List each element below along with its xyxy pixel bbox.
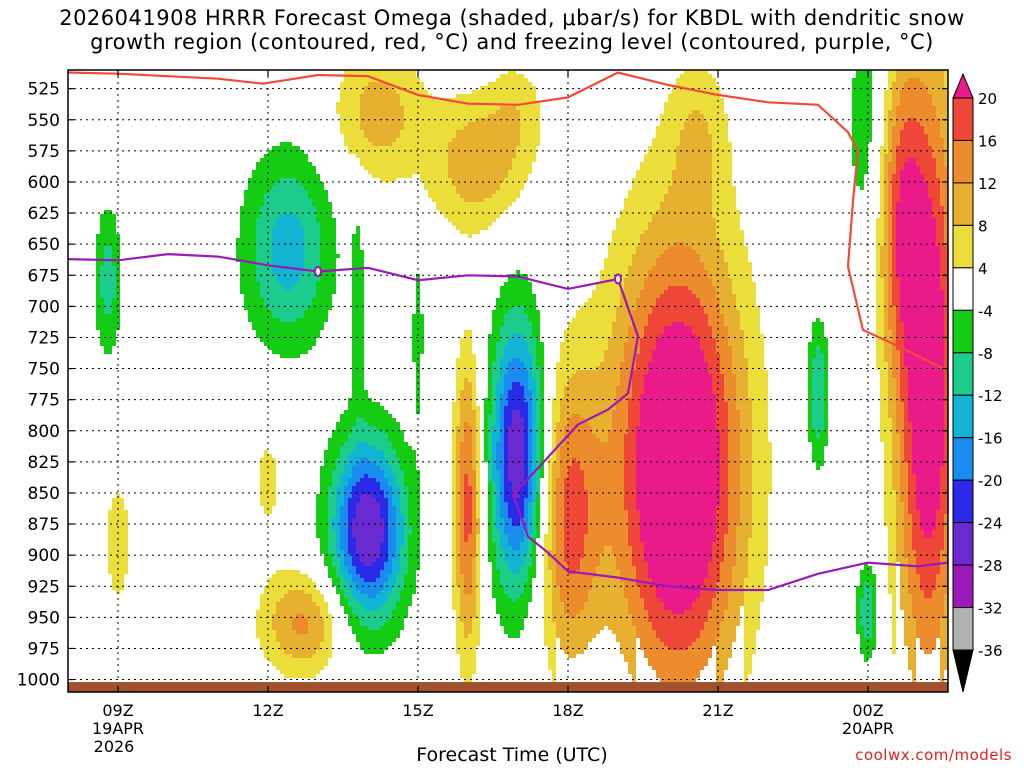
- x-tick-label: 00Z: [852, 701, 883, 720]
- y-tick-label: 650: [28, 235, 60, 255]
- grid-lines: [68, 70, 948, 692]
- colorbar-box: [952, 607, 974, 651]
- y-tick-label: 875: [28, 515, 60, 535]
- colorbar-box: [952, 224, 974, 269]
- y-tick-label: 725: [28, 328, 60, 348]
- x-tick-label: 18Z: [552, 701, 583, 720]
- y-tick-label: 925: [28, 577, 60, 597]
- freezing-contour-label: [314, 266, 322, 278]
- colorbar-box: [952, 309, 974, 354]
- y-tick-label: 700: [28, 297, 60, 317]
- y-tick-label: 975: [28, 639, 60, 659]
- colorbar-box: [952, 394, 974, 439]
- colorbar-label: -32: [978, 600, 1003, 618]
- x-tick-label: 09Z: [102, 701, 133, 720]
- colorbar: 20 16 12 8 4 -4 -8 -12 -16 -20 -24 -28 -32 -36: [952, 72, 1003, 693]
- x-tick-label: 12Z: [252, 701, 283, 720]
- colorbar-box: [952, 97, 974, 141]
- ground-strip: [68, 682, 948, 692]
- chart-title-line-1: 2026041908 HRRR Forecast Omega (shaded, …: [59, 6, 965, 30]
- colorbar-box: [952, 352, 974, 396]
- colorbar-box: [952, 437, 974, 481]
- colorbar-label: -8: [978, 345, 993, 363]
- colorbar-label: -24: [978, 515, 1003, 533]
- chart-title-line-2: growth region (contoured, red, °C) and f…: [90, 30, 934, 54]
- colorbar-box: [952, 522, 974, 566]
- y-tick-label: 550: [28, 111, 60, 131]
- x-tick-date-label: 19APR: [92, 719, 144, 738]
- x-tick-year-label: 2026: [94, 737, 135, 756]
- y-tick-label: 600: [28, 173, 60, 193]
- x-axis-title: Forecast Time (UTC): [416, 744, 608, 766]
- colorbar-box: [952, 139, 974, 184]
- colorbar-label: -28: [978, 557, 1003, 575]
- colorbar-label: 12: [978, 175, 997, 193]
- colorbar-label: -12: [978, 387, 1003, 405]
- freezing-contour-label: [614, 273, 622, 285]
- colorbar-label: 4: [978, 260, 988, 278]
- colorbar-label: -36: [978, 642, 1003, 660]
- x-tick-date-label: 20APR: [842, 719, 894, 738]
- y-tick-label: 775: [28, 391, 60, 411]
- plot-frame: [67, 69, 949, 693]
- colorbar-top-arrow: [952, 72, 974, 99]
- colorbar-bottom-arrow: [952, 649, 974, 693]
- freezing-level-line: [68, 252, 948, 592]
- y-tick-label: 1000: [17, 671, 60, 691]
- y-tick-label: 950: [28, 608, 60, 628]
- y-tick-label: 575: [28, 142, 60, 162]
- colorbar-label: -16: [978, 430, 1003, 448]
- y-tick-label: 675: [28, 266, 60, 286]
- x-tick-label: 15Z: [402, 701, 433, 720]
- chart-title: 2026041908 HRRR Forecast Omega (shaded, …: [0, 6, 1024, 54]
- y-tick-label: 625: [28, 204, 60, 224]
- y-tick-label: 825: [28, 453, 60, 473]
- colorbar-label: -4: [978, 302, 993, 320]
- y-tick-label: 900: [28, 546, 60, 566]
- y-tick-label: 850: [28, 484, 60, 504]
- dgz-contour-line: [68, 71, 948, 372]
- colorbar-box: [952, 564, 974, 609]
- y-tick-label: 800: [28, 422, 60, 442]
- y-tick-label: 750: [28, 360, 60, 380]
- colorbar-label: 16: [978, 133, 997, 151]
- omega-shading: [96, 70, 948, 690]
- colorbar-label: 8: [978, 217, 988, 235]
- colorbar-box: [952, 182, 974, 226]
- y-tick-label: 525: [28, 80, 60, 100]
- credit-link[interactable]: coolwx.com/models: [855, 746, 1012, 764]
- colorbar-label: -20: [978, 472, 1003, 490]
- colorbar-box: [952, 267, 974, 311]
- colorbar-label: 20: [978, 90, 997, 108]
- colorbar-box: [952, 479, 974, 524]
- x-tick-label: 21Z: [702, 701, 733, 720]
